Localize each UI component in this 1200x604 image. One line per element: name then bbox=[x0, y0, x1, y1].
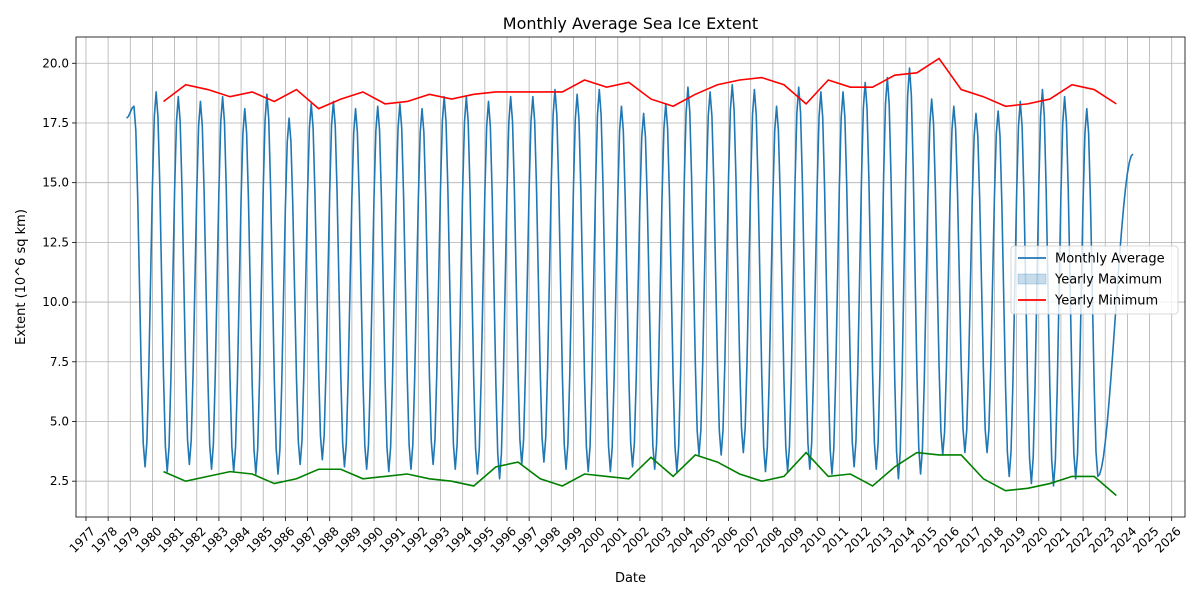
y-tick-label: 2.5 bbox=[50, 474, 69, 488]
y-tick-label: 12.5 bbox=[42, 235, 69, 249]
yearly-minimum-line bbox=[163, 451, 1117, 497]
y-tick-label: 7.5 bbox=[50, 355, 69, 369]
legend-box bbox=[1010, 245, 1179, 315]
x-axis-label: Date bbox=[615, 571, 646, 586]
yearly-maximum-line bbox=[163, 57, 1117, 110]
grid-layer bbox=[76, 37, 1185, 517]
legend-label: Yearly Minimum bbox=[1054, 294, 1158, 309]
plot-frame bbox=[75, 36, 1186, 518]
y-tick-label: 20.0 bbox=[42, 56, 69, 70]
legend-label: Monthly Average bbox=[1055, 252, 1165, 267]
y-tick-label: 15.0 bbox=[42, 176, 69, 190]
y-tick-label: 5.0 bbox=[50, 414, 69, 428]
monthly-average-line bbox=[126, 67, 1134, 487]
chart-title: Monthly Average Sea Ice Extent bbox=[503, 14, 758, 33]
y-tick-label: 10.0 bbox=[42, 295, 69, 309]
y-tick-label: 17.5 bbox=[42, 116, 69, 130]
series-layer bbox=[126, 57, 1134, 497]
legend: Monthly Average Yearly Maximum Yearly Mini… bbox=[1010, 245, 1179, 315]
legend-label: Yearly Maximum bbox=[1054, 273, 1162, 288]
legend-swatch-patch bbox=[1017, 273, 1047, 285]
y-axis-label: Extent (10^6 sq km) bbox=[14, 209, 29, 345]
